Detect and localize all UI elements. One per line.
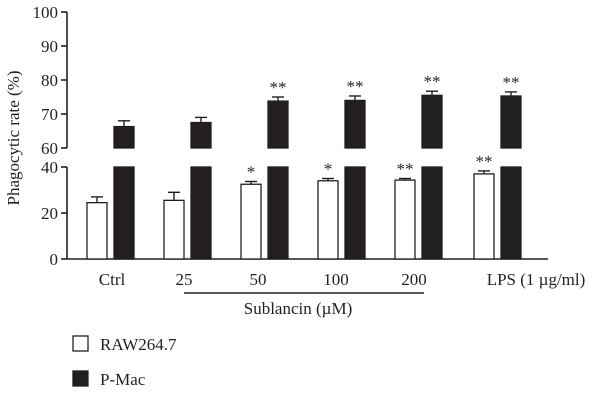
p-mac-significance-label: **: [424, 72, 441, 91]
raw264-7-significance-label: **: [397, 160, 414, 179]
raw264-7-significance-label: *: [247, 162, 256, 181]
bars: [86, 90, 522, 260]
p-mac-bar: [113, 125, 135, 149]
p-mac-bar: [267, 100, 289, 149]
y-tick-label: 20: [41, 204, 58, 223]
y-tick-label: 60: [41, 139, 58, 158]
p-mac-bar-lower-segment: [500, 166, 522, 260]
p-mac-bar: [421, 94, 443, 149]
raw264-7-bar: [86, 201, 108, 260]
raw264-7-bar: [317, 180, 339, 260]
p-mac-bar-lower-segment: [113, 166, 135, 260]
raw264-7-significance-label: *: [324, 160, 333, 179]
raw264-7-bar: [394, 179, 416, 260]
p-mac-significance-label: **: [347, 77, 364, 96]
raw264-7-significance-label: **: [476, 152, 493, 171]
p-mac-bar-lower-segment: [344, 166, 366, 260]
p-mac-bar-lower-segment: [421, 166, 443, 260]
p-mac-bar: [344, 99, 366, 149]
p-mac-significance-label: **: [503, 73, 520, 92]
p-mac-bar-lower-segment: [267, 166, 289, 260]
y-tick-label: 70: [41, 105, 58, 124]
axes: [61, 11, 548, 294]
legend-swatch: [72, 370, 89, 387]
x-category-label: 100: [323, 270, 349, 289]
p-mac-significance-label: **: [270, 78, 287, 97]
raw264-7-bar: [240, 183, 262, 260]
x-category-label: 200: [401, 270, 427, 289]
x-category-label: Ctrl: [99, 270, 126, 289]
y-axis-title: Phagocytic rate (%): [4, 71, 23, 206]
legend-label: RAW264.7: [100, 335, 177, 354]
legend-label: P-Mac: [100, 370, 146, 389]
raw264-7-bar: [163, 199, 185, 260]
raw264-7-bar: [473, 173, 495, 260]
group-label: Sublancin (µM): [244, 299, 352, 318]
y-tick-label: 40: [41, 158, 58, 177]
x-category-label: 25: [176, 270, 193, 289]
legend: RAW264.7 P-Mac: [72, 335, 177, 389]
y-tick-label: 90: [41, 37, 58, 56]
y-tick-label: 0: [50, 250, 59, 269]
p-mac-bar: [190, 121, 212, 149]
x-category-label: 50: [250, 270, 267, 289]
p-mac-bar: [500, 95, 522, 149]
p-mac-bar-lower-segment: [190, 166, 212, 260]
legend-swatch: [72, 335, 89, 352]
y-tick-label: 100: [33, 3, 59, 22]
x-category-label: LPS (1 µg/ml): [487, 270, 586, 289]
y-tick-label: 80: [41, 71, 58, 90]
